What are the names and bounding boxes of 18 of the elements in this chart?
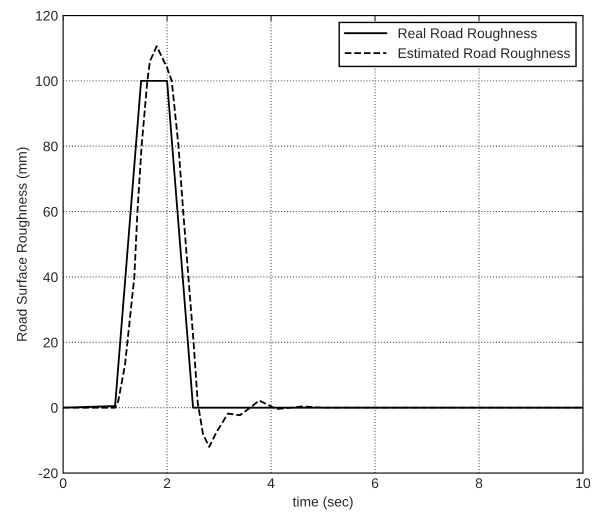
x-tick-label: 6 — [372, 478, 378, 488]
y-tick-label: 0 — [51, 403, 58, 413]
x-tick-label: 8 — [476, 478, 482, 488]
legend-label: Estimated Road Roughness — [398, 48, 570, 61]
y-tick-label: 20 — [43, 338, 58, 348]
y-tick-label: 100 — [36, 76, 58, 86]
y-tick-label: -20 — [38, 468, 58, 478]
x-tick-label: 0 — [60, 478, 66, 488]
x-axis-title: time (sec) — [292, 496, 353, 510]
x-tick-label: 2 — [164, 478, 170, 488]
x-tick-label: 10 — [576, 478, 590, 488]
legend-label: Real Road Roughness — [398, 28, 537, 41]
y-tick-label: 60 — [44, 206, 58, 217]
x-tick-label: 4 — [268, 478, 275, 488]
y-axis-title: Road Surface Roughness (mm) — [16, 147, 30, 341]
y-tick-label: 40 — [43, 272, 58, 282]
y-tick-label: 120 — [36, 10, 58, 21]
y-tick-label: 80 — [43, 142, 58, 152]
